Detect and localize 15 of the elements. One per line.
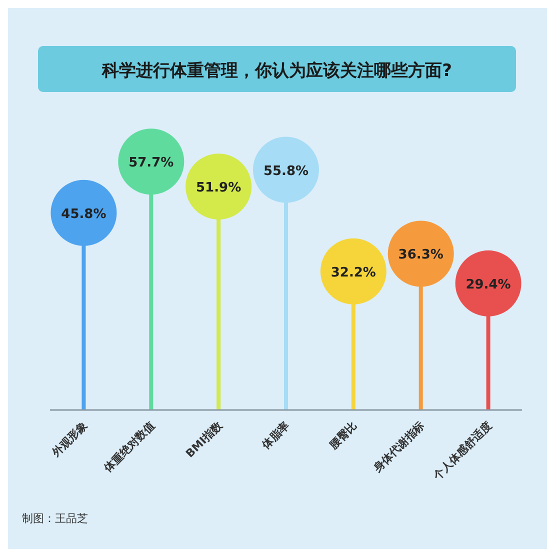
x-tick-label: 体重绝对数值 xyxy=(100,418,158,476)
data-label: 32.2% xyxy=(330,265,376,280)
text: 制图：王品芝 xyxy=(22,512,88,525)
data-label: 36.3% xyxy=(398,248,444,263)
data-label: 51.9% xyxy=(196,180,242,196)
data-label: 55.8% xyxy=(263,164,309,179)
x-tick-label: 腰臀比 xyxy=(326,418,360,452)
x-tick-label: 身体代谢指标 xyxy=(370,418,427,476)
data-label: 45.8% xyxy=(61,206,106,222)
data-label: 29.4% xyxy=(466,277,511,292)
x-tick-label: 外观形象 xyxy=(48,418,90,460)
chart-title: 科学进行体重管理，你认为应该关注哪些方面? xyxy=(101,61,452,81)
data-label: 57.7% xyxy=(128,156,174,171)
x-tick-label: 个人体感舒适度 xyxy=(430,418,494,484)
x-tick-label: 体脂率 xyxy=(258,418,292,452)
